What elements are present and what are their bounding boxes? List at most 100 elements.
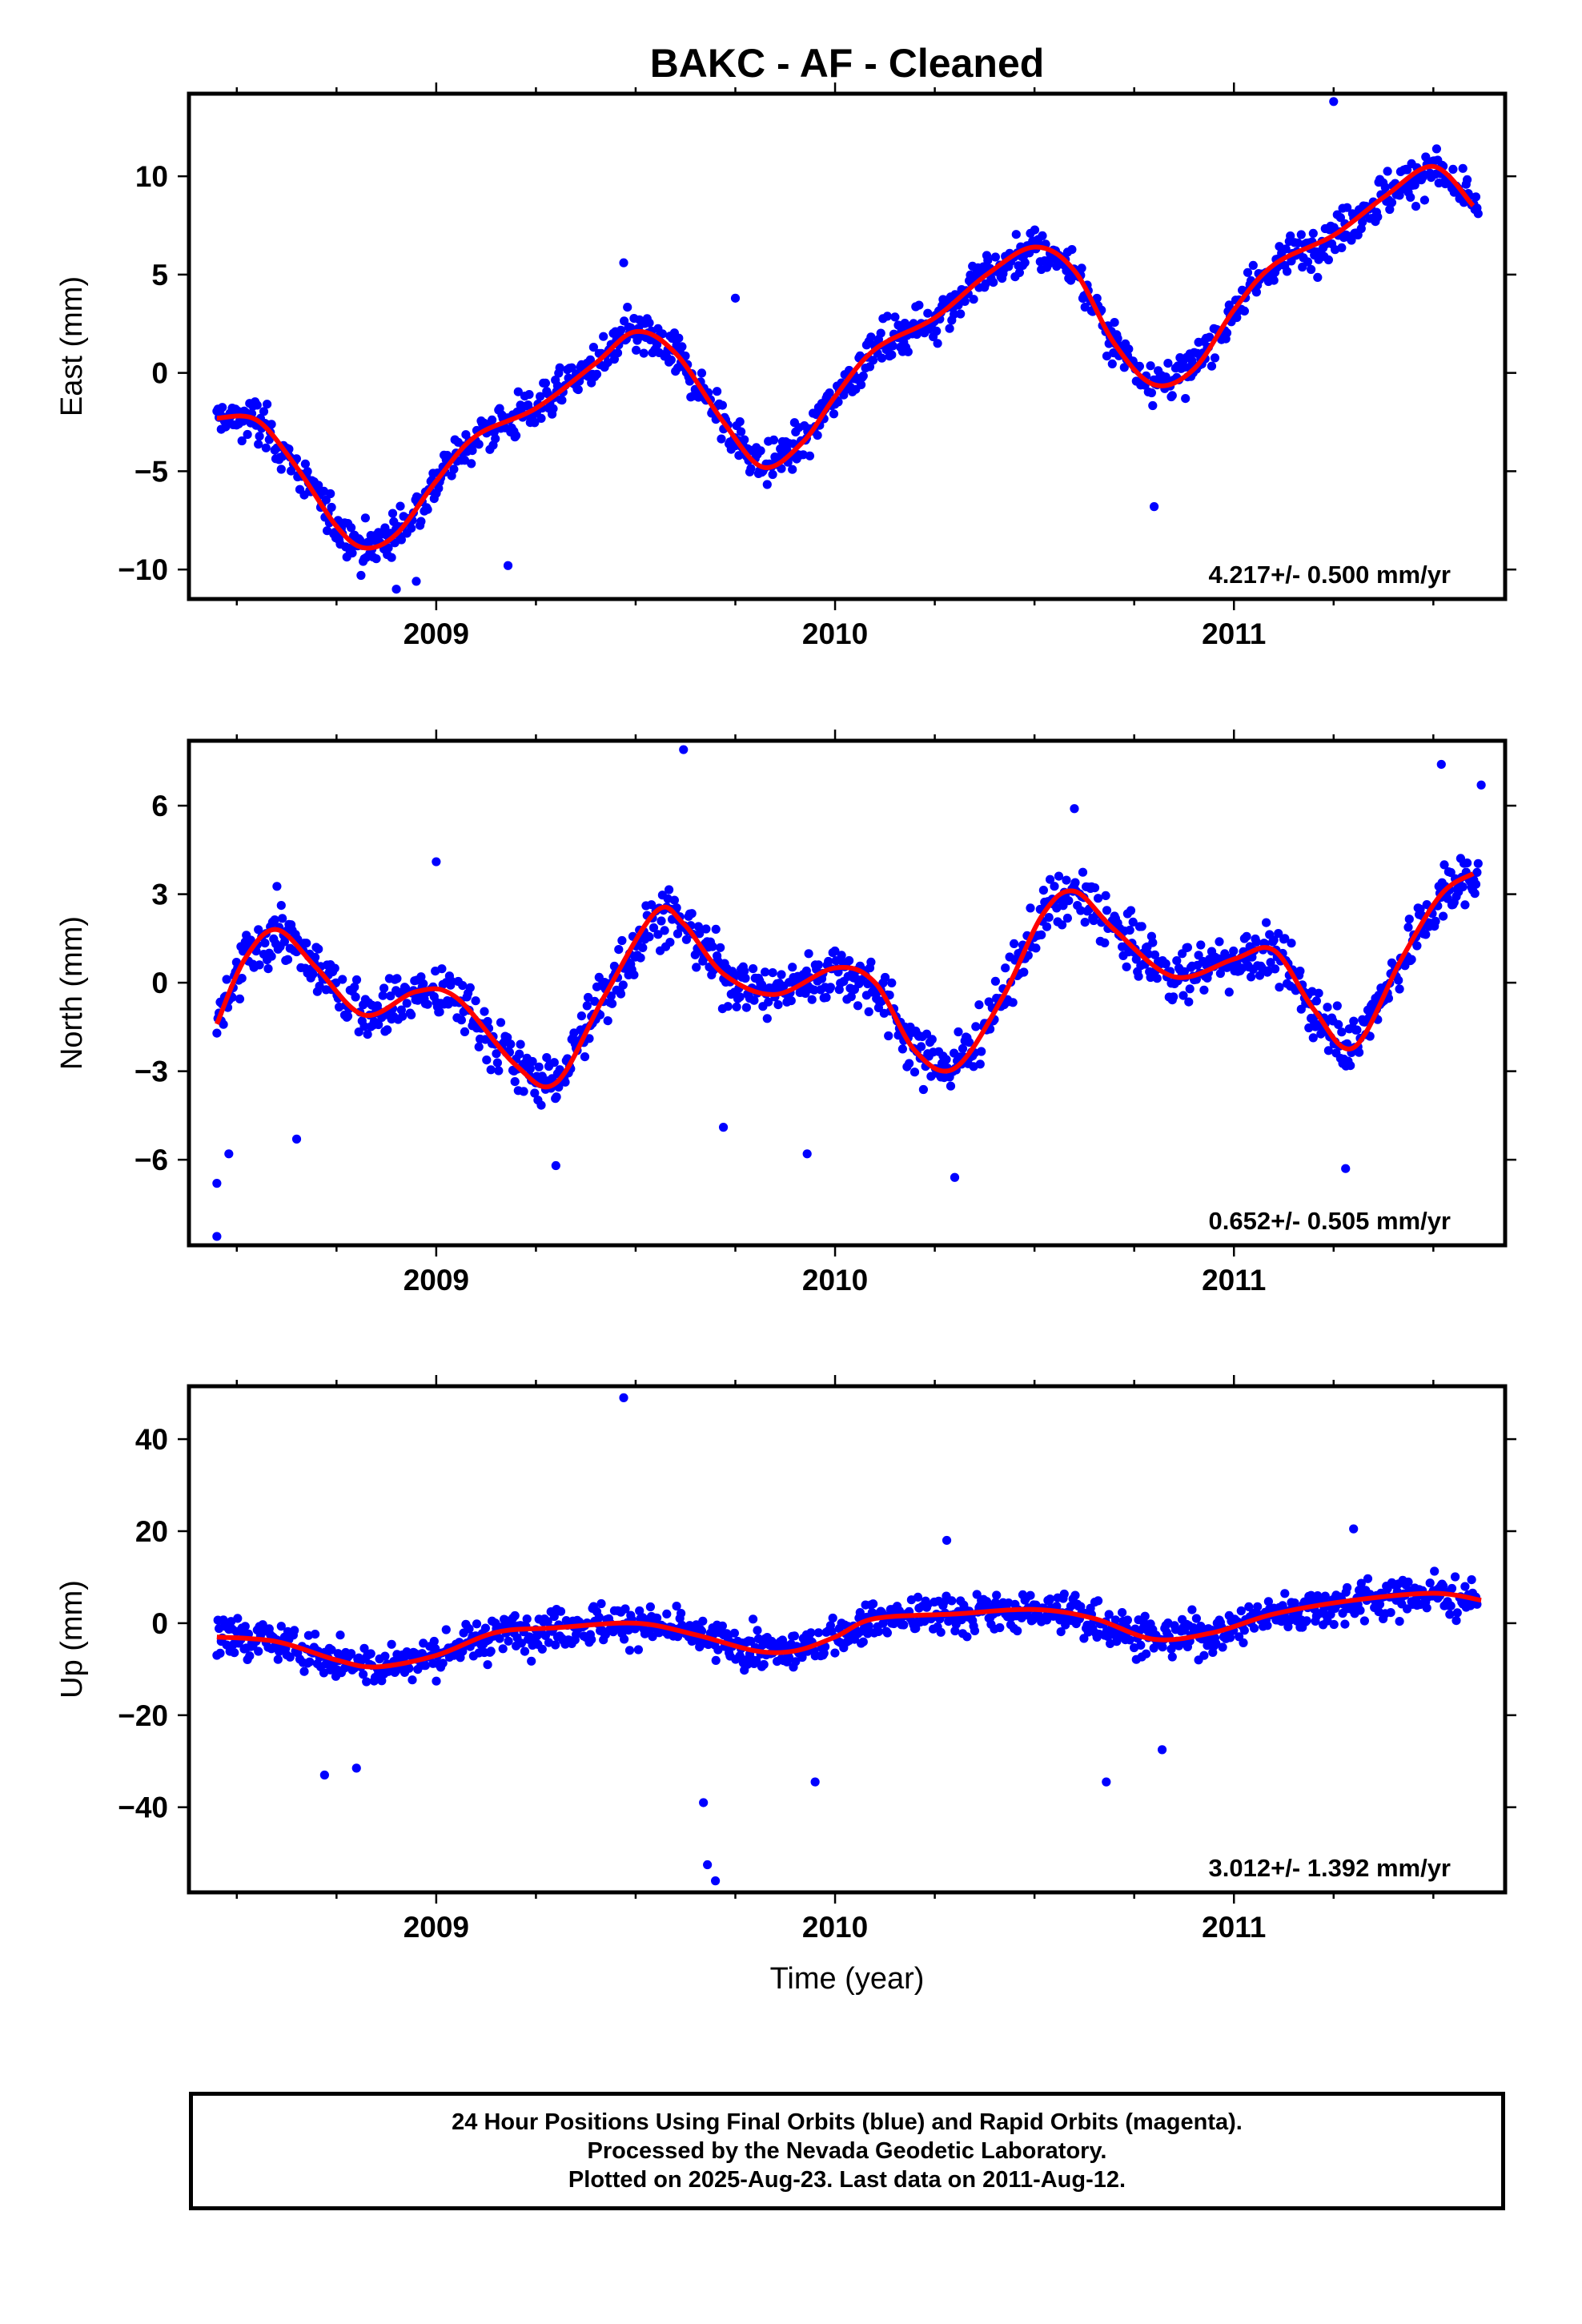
up-point xyxy=(1142,1649,1151,1659)
north-outlier-point xyxy=(224,1149,234,1159)
up-xlabel: Time (year) xyxy=(770,1962,925,1996)
north-point xyxy=(762,1014,772,1023)
east-point xyxy=(869,356,878,365)
east-fit-line xyxy=(216,163,1476,551)
east-point xyxy=(788,464,797,474)
north-point xyxy=(1185,984,1195,994)
up-point xyxy=(327,1645,336,1655)
east-point xyxy=(303,467,312,476)
north-point xyxy=(749,995,759,1005)
east-point xyxy=(423,505,432,514)
east-point xyxy=(233,406,243,416)
east-point xyxy=(933,339,942,348)
north-point xyxy=(1062,913,1072,923)
east-point xyxy=(592,369,602,379)
east-point xyxy=(1222,328,1232,338)
up-outlier-point xyxy=(619,1393,628,1402)
north-point xyxy=(1126,906,1136,915)
north-point xyxy=(374,1019,383,1030)
north-point xyxy=(669,895,680,905)
up-point xyxy=(1403,1577,1413,1587)
north-point xyxy=(560,1077,570,1087)
up-ytick-label: 40 xyxy=(135,1423,168,1456)
up-point xyxy=(335,1630,345,1640)
north-point xyxy=(1421,930,1431,939)
east-point xyxy=(1030,225,1040,235)
north-point xyxy=(807,995,817,1004)
north-point xyxy=(1323,1046,1333,1055)
up-point xyxy=(1046,1594,1055,1604)
east-point xyxy=(989,278,998,287)
east-point xyxy=(1308,228,1318,238)
up-point xyxy=(635,1606,644,1616)
north-point xyxy=(918,1084,928,1095)
east-point xyxy=(1148,400,1158,411)
north-point xyxy=(1229,946,1239,956)
north-point xyxy=(660,926,669,935)
up-point xyxy=(1239,1626,1249,1635)
up-point xyxy=(1302,1616,1311,1626)
east-point xyxy=(1448,164,1458,174)
north-point xyxy=(887,978,897,987)
east-point xyxy=(396,535,406,545)
north-point xyxy=(1470,889,1480,899)
up-point xyxy=(1056,1627,1066,1637)
north-fit-line xyxy=(215,871,1475,1090)
north-point xyxy=(1070,878,1080,887)
footer-line-1: 24 Hour Positions Using Final Orbits (bl… xyxy=(452,2109,1243,2135)
north-point xyxy=(1128,917,1138,927)
up-point xyxy=(441,1625,451,1634)
up-point xyxy=(1199,1651,1209,1660)
up-point xyxy=(1059,1589,1069,1599)
up-point xyxy=(785,1653,794,1663)
east-point xyxy=(347,549,357,558)
up-point xyxy=(366,1649,375,1659)
north-point xyxy=(866,957,876,967)
east-point xyxy=(746,464,756,473)
north-point xyxy=(1090,883,1100,893)
east-point xyxy=(259,407,269,416)
north-outlier-point xyxy=(679,745,689,754)
north-point xyxy=(519,1087,528,1096)
north-point xyxy=(608,999,617,1008)
north-point xyxy=(279,937,289,947)
east-point xyxy=(616,325,626,335)
north-point xyxy=(1050,882,1059,891)
north-point xyxy=(222,975,231,984)
east-point xyxy=(360,513,370,523)
north-point xyxy=(905,1059,914,1068)
up-point xyxy=(387,1639,396,1649)
up-point xyxy=(245,1651,255,1661)
north-point xyxy=(460,1027,470,1036)
north-outlier-point xyxy=(1070,804,1079,814)
east-xtick-label: 2010 xyxy=(802,617,868,650)
up-point xyxy=(540,1630,551,1640)
up-point xyxy=(299,1667,309,1676)
east-point xyxy=(734,451,744,460)
up-point xyxy=(1355,1606,1365,1615)
north-xtick-label: 2010 xyxy=(802,1264,868,1297)
up-point xyxy=(970,1626,980,1635)
north-outlier-point xyxy=(950,1172,960,1182)
north-point xyxy=(1038,886,1048,895)
east-rate-label: 4.217+/- 0.500 mm/yr xyxy=(1209,561,1451,589)
up-ytick-label: 20 xyxy=(135,1515,168,1548)
east-point xyxy=(829,409,839,419)
east-point xyxy=(237,436,247,446)
up-point xyxy=(673,1632,683,1642)
north-outlier-point xyxy=(212,1179,222,1188)
east-point xyxy=(536,413,546,424)
east-point xyxy=(923,308,933,318)
figure-title: BAKC - AF - Cleaned xyxy=(650,41,1045,86)
north-point xyxy=(708,942,717,951)
north-point xyxy=(1094,894,1103,903)
north-point xyxy=(788,963,797,972)
up-point xyxy=(1094,1596,1103,1606)
north-point xyxy=(1431,916,1440,926)
north-point xyxy=(1460,900,1470,910)
north-ytick-label: −6 xyxy=(135,1144,168,1176)
east-point xyxy=(717,400,728,410)
up-point xyxy=(516,1638,527,1648)
north-point xyxy=(1076,906,1086,915)
north-point xyxy=(716,943,725,952)
